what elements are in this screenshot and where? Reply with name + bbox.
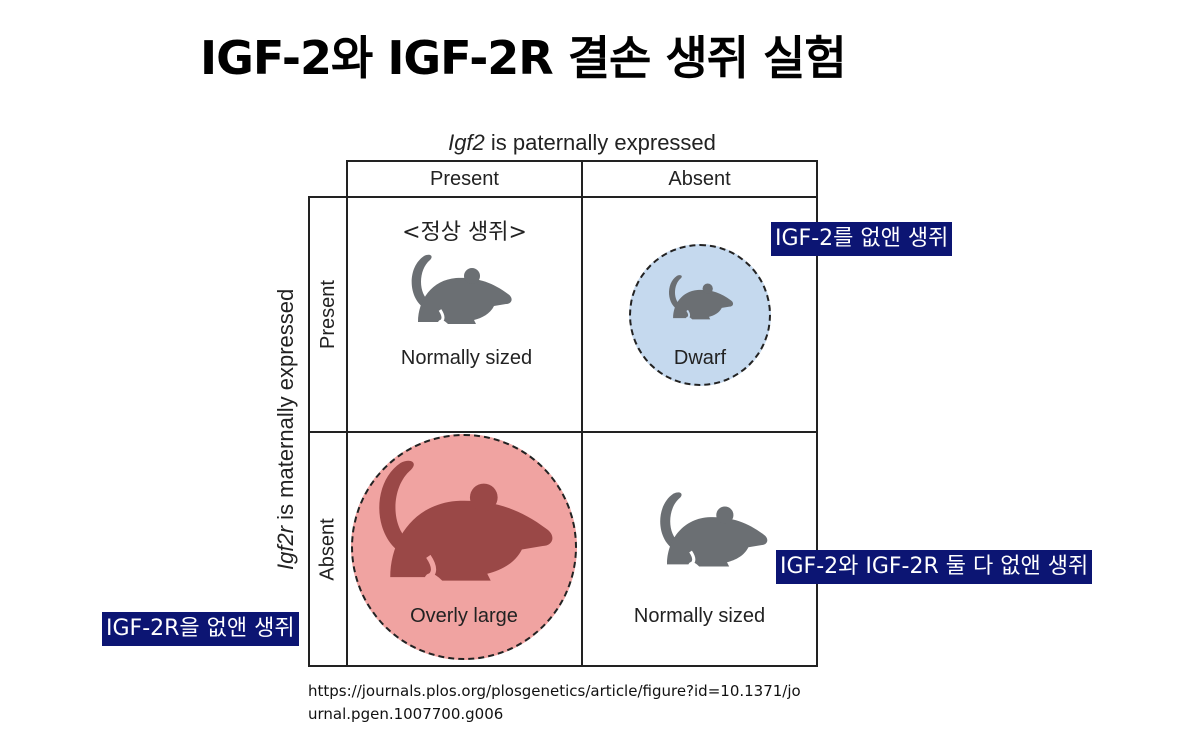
top-axis-text: is paternally expressed <box>484 130 716 155</box>
mouse-icon <box>379 460 553 581</box>
col-header-absent: Absent <box>581 160 818 198</box>
normal-mouse-note: <정상 생쥐> <box>402 220 527 245</box>
side-axis-text: is maternally expressed <box>273 288 298 526</box>
mouse-icon <box>411 254 512 324</box>
mouse-icon <box>669 275 734 320</box>
top-axis-gene: Igf2 <box>448 130 485 155</box>
row-header-present-text: Present <box>316 280 339 349</box>
cell-label-large: Overly large <box>410 605 518 627</box>
page-title: IGF-2와 IGF-2R 결손 생쥐 실험 <box>200 31 847 85</box>
cell-label-dwarf: Dwarf <box>673 347 727 369</box>
side-axis-gene: Igf2r <box>273 525 298 570</box>
source-link[interactable]: https://journals.plos.org/plosgenetics/a… <box>308 682 801 723</box>
tag-both-removed: IGF-2와 IGF-2R 둘 다 없앤 생쥐 <box>776 550 1093 584</box>
top-axis-label: Igf2 is paternally expressed <box>346 130 818 156</box>
cell-absent-absent <box>581 431 818 667</box>
row-header-absent: Absent <box>308 431 348 667</box>
cell-label-normal-1: Normally sized <box>400 347 533 369</box>
row-header-present: Present <box>308 196 348 433</box>
mouse-icon <box>660 492 768 567</box>
col-header-present: Present <box>346 160 583 198</box>
cell-label-normal-2: Normally sized <box>633 605 766 627</box>
tag-igf2-removed: IGF-2를 없앤 생쥐 <box>771 222 953 256</box>
tag-igf2r-removed: IGF-2R을 없앤 생쥐 <box>102 612 299 646</box>
row-header-absent-text: Absent <box>316 517 339 581</box>
side-axis-label: Igf2r is maternally expressed <box>273 288 299 570</box>
